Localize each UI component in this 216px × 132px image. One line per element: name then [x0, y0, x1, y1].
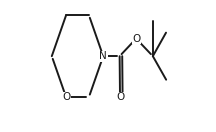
Text: O: O: [132, 34, 140, 44]
Text: N: N: [99, 51, 107, 61]
Text: O: O: [62, 92, 70, 102]
Text: O: O: [116, 92, 124, 102]
